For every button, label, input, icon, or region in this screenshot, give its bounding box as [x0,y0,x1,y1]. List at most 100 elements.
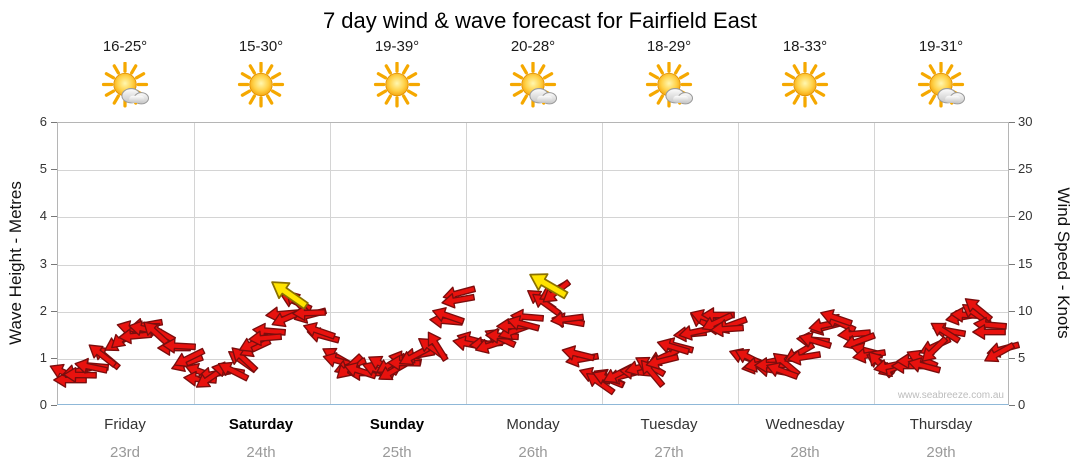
left-axis-tick-label: 6 [39,114,47,129]
wind-arrow [419,325,455,366]
left-axis-tick [51,169,57,171]
wind-arrow [709,318,746,340]
wind-arrow [785,344,824,369]
day-name: Tuesday [640,416,698,433]
wind-arrow [525,286,566,323]
v-gridline [330,123,331,404]
h-gridline [58,217,1008,219]
right-axis-tick [1009,405,1015,406]
day-date: 23rd [109,444,141,461]
wind-arrow [169,341,210,375]
day-name: Friday [104,416,146,433]
wind-arrow [924,314,965,350]
wind-arrow [62,365,98,386]
wind-gust-arrow [263,270,316,318]
left-axis-tick-label: 1 [39,349,47,365]
sun-cloud-icon [57,61,193,114]
wind-arrow [558,340,598,368]
day-temperature: 19-39° [374,38,420,55]
wind-arrow [136,314,176,353]
day-temperature: 18-33° [782,38,828,55]
day-date: 25th [382,444,412,461]
sun-icon [329,61,465,114]
wind-arrow [642,347,682,375]
day-date: 28th [790,444,820,461]
wind-gust-arrow [521,262,574,308]
h-gridline [58,264,1008,266]
wind-arrow [503,310,543,339]
wind-arrow [979,336,1020,371]
day-name: Saturday [228,416,294,433]
left-axis-tick-label: 4 [39,208,47,224]
right-axis-tick-label: 10 [1018,302,1033,318]
wind-arrow [224,339,264,378]
left-axis-tick-label: 3 [39,255,47,271]
wind-arrow [212,354,253,388]
left-axis-tick-label: 5 [39,161,47,177]
wind-arrow [160,335,197,357]
sun-cloud-icon [465,61,601,114]
day-temperature: 16-25° [102,38,148,55]
wind-arrow [290,303,327,324]
v-gridline [466,123,467,404]
wind-arrow [439,287,478,313]
h-gridline [58,311,1008,313]
wind-arrow [299,316,340,347]
wind-arrow [653,332,693,362]
right-axis-tick-label: 5 [1018,349,1026,365]
h-gridline [58,358,1008,360]
right-axis-tick [1009,310,1015,312]
v-gridline [738,123,739,404]
day-temperature: 18-29° [646,38,692,55]
right-axis-tick [1009,122,1015,123]
day-temperature: 15-30° [238,38,284,55]
right-axis-tick-label: 25 [1018,161,1033,177]
left-axis-tick [51,405,57,406]
left-axis-tick [51,263,57,265]
wind-arrow [958,289,999,327]
wind-arrow [81,336,122,374]
wind-arrow [427,301,468,332]
v-gridline [194,123,195,404]
right-axis-tick [1009,216,1015,218]
wind-arrow [914,330,954,369]
left-axis-tick [51,216,57,218]
right-axis-tick-label: 30 [1018,114,1033,129]
wind-arrow [835,323,873,346]
wind-arrow [340,356,380,386]
wind-arrow [816,303,857,334]
right-axis-tick-label: 15 [1018,255,1033,271]
left-axis-tick [51,357,57,359]
sun-cloud-icon [873,61,1009,114]
sun-icon [737,61,873,114]
day-date: 26th [518,444,548,461]
plot-area: www.seabreeze.com.au [49,122,1021,405]
day-temperature: 19-31° [918,38,964,55]
wind-speed-axis-label: Wind Speed - Knots [1054,187,1073,339]
right-axis-tick-label: 0 [1018,397,1026,412]
wind-arrow [246,326,284,349]
right-axis-tick [1009,263,1015,265]
right-axis-tick [1009,357,1015,359]
watermark: www.seabreeze.com.au [897,390,1004,401]
left-axis-tick [51,122,57,123]
h-gridline [58,170,1008,172]
chart-title: 7 day wind & wave forecast for Fairfield… [322,8,758,33]
day-name: Wednesday [765,416,845,433]
wind-arrow [761,356,802,387]
wind-arrow [971,322,1007,342]
day-name: Thursday [909,416,973,433]
v-gridline [602,123,603,404]
day-name: Sunday [369,416,425,433]
sun-icon [193,61,329,114]
wind-arrow [904,352,944,381]
day-date: 27th [654,444,684,461]
right-axis-tick-label: 20 [1018,208,1033,224]
left-axis-tick [51,310,57,312]
left-axis-tick-label: 2 [39,302,47,318]
day-temperature: 20-28° [510,38,556,55]
day-date: 24th [246,444,276,461]
day-date: 29th [926,444,956,461]
sun-cloud-icon [601,61,737,114]
